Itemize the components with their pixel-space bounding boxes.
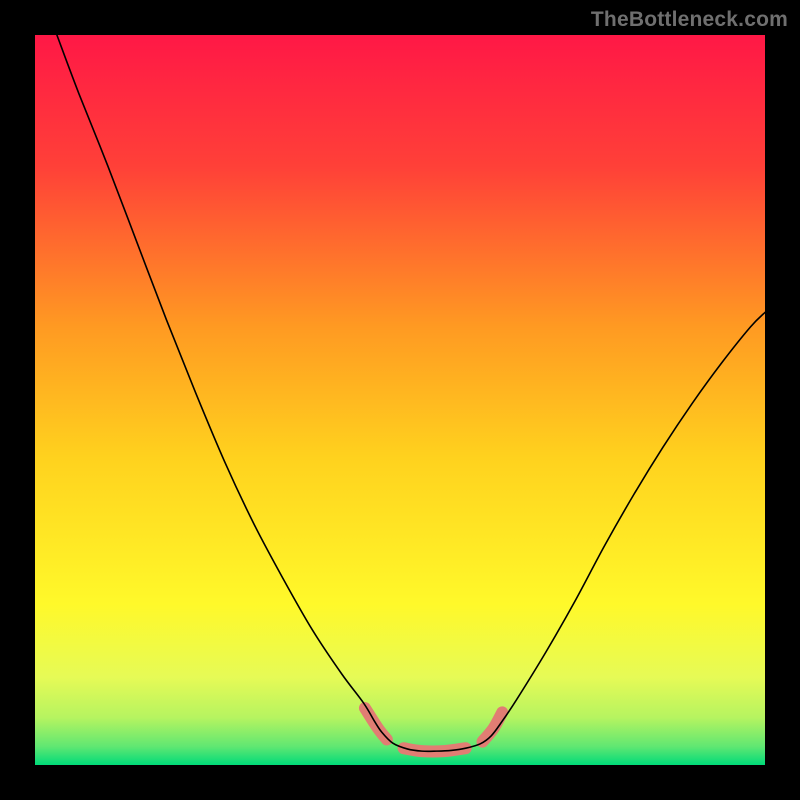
bottleneck-curve bbox=[57, 35, 765, 751]
overlay-segment-2 bbox=[482, 712, 502, 741]
watermark-text: TheBottleneck.com bbox=[591, 8, 788, 32]
bottleneck-chart bbox=[35, 35, 765, 765]
